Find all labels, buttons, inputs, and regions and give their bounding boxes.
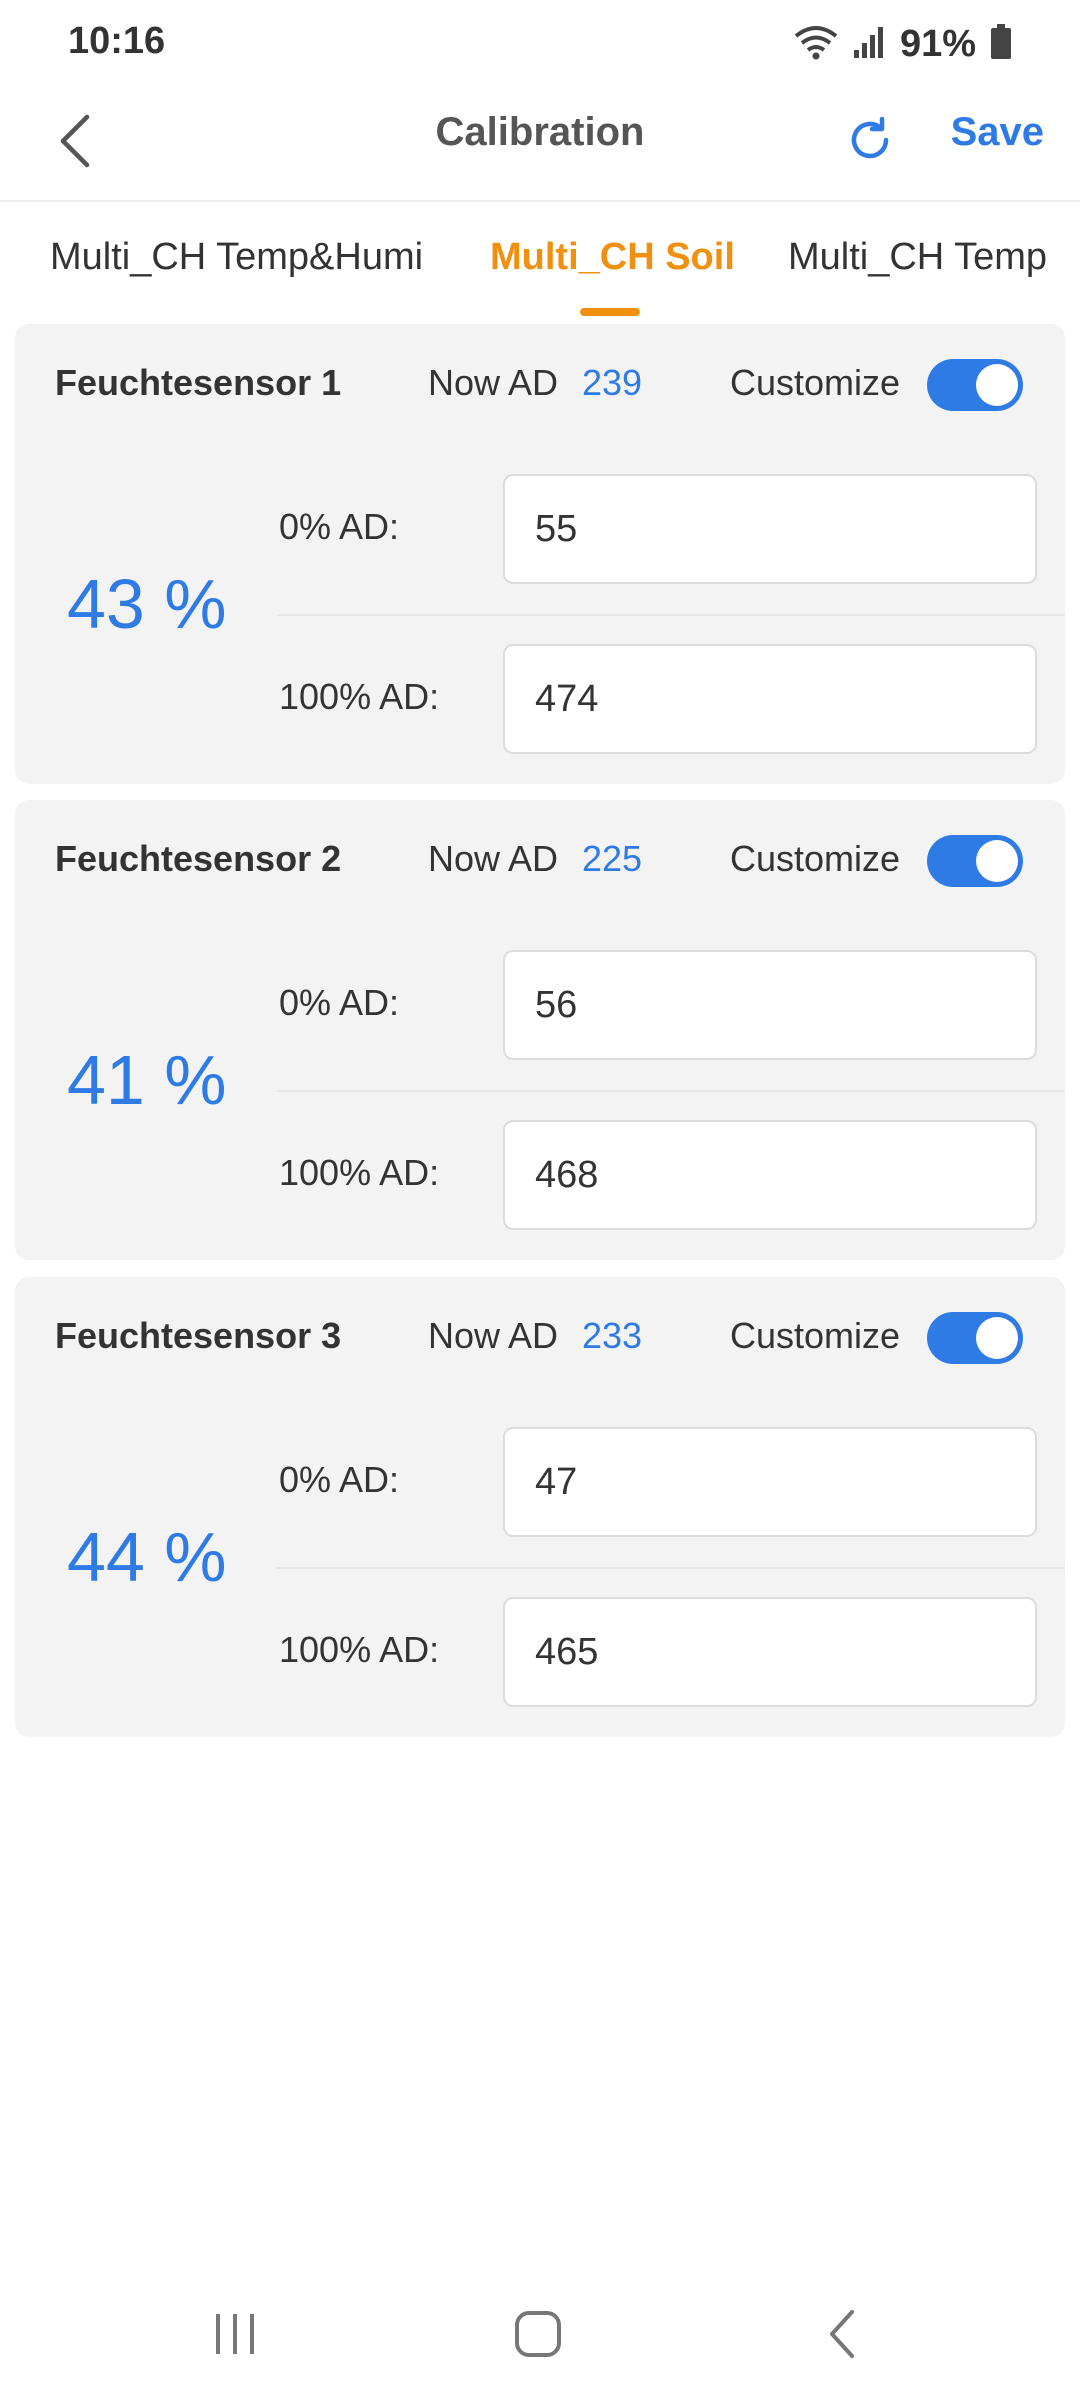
recent-apps-icon: [210, 2310, 260, 2363]
save-button[interactable]: Save: [950, 110, 1044, 154]
home-button[interactable]: [498, 2296, 578, 2376]
system-nav-bar: [0, 2270, 1080, 2400]
now-ad-value: 233: [582, 1315, 643, 1356]
zero-ad-input[interactable]: 56: [503, 950, 1037, 1060]
customize-toggle[interactable]: [927, 1312, 1023, 1364]
recent-apps-button[interactable]: [195, 2296, 275, 2376]
battery-icon: [990, 23, 1012, 65]
page-title: Calibration: [435, 110, 645, 154]
tab-multi-ch-temp[interactable]: Multi_CH Temp: [788, 236, 1048, 278]
zero-ad-label: 0% AD:: [279, 982, 400, 1023]
moisture-percent: 41 %: [67, 1041, 227, 1119]
sensor-card: Feuchtesensor 3 Now AD 233 Customize 44 …: [15, 1277, 1065, 1737]
hundred-ad-input[interactable]: 468: [503, 1120, 1037, 1230]
sensor-card: Feuchtesensor 2 Now AD 225 Customize 41 …: [15, 800, 1065, 1260]
hundred-ad-label: 100% AD:: [279, 1629, 440, 1670]
app-header: Calibration Save: [0, 90, 1080, 202]
hundred-ad-label: 100% AD:: [279, 1152, 440, 1193]
sensor-name: Feuchtesensor 2: [55, 838, 342, 879]
signal-icon: [852, 24, 886, 65]
row-divider: [277, 1090, 1065, 1092]
back-button[interactable]: [40, 108, 110, 178]
sensor-name: Feuchtesensor 3: [55, 1315, 342, 1356]
status-icons: 91%: [794, 20, 1012, 68]
customize-toggle[interactable]: [927, 359, 1023, 411]
customize-label: Customize: [730, 362, 901, 403]
hundred-ad-input[interactable]: 465: [503, 1597, 1037, 1707]
zero-ad-label: 0% AD:: [279, 506, 400, 547]
row-divider: [277, 1567, 1065, 1569]
toggle-knob: [976, 1317, 1018, 1359]
tab-multi-ch-soil[interactable]: Multi_CH Soil: [490, 236, 735, 278]
tab-multi-ch-temp-humi[interactable]: Multi_CH Temp&Humi: [50, 236, 424, 278]
now-ad-value: 239: [582, 362, 643, 403]
battery-percent: 91%: [899, 22, 976, 65]
active-tab-indicator: [580, 308, 640, 316]
zero-ad-input[interactable]: 47: [503, 1427, 1037, 1537]
tab-bar: Multi_CH Temp&Humi Multi_CH Soil Multi_C…: [0, 202, 1080, 320]
moisture-percent: 44 %: [67, 1518, 227, 1596]
customize-label: Customize: [730, 1315, 901, 1356]
row-divider: [277, 614, 1065, 616]
now-ad-value: 225: [582, 838, 643, 879]
system-back-button[interactable]: [802, 2296, 882, 2376]
sensor-card: Feuchtesensor 1 Now AD 239 Customize 43 …: [15, 324, 1065, 784]
status-time: 10:16: [68, 20, 166, 62]
hundred-ad-label: 100% AD:: [279, 676, 440, 717]
now-ad-label: Now AD: [428, 362, 559, 403]
now-ad-label: Now AD: [428, 838, 559, 879]
status-bar: 10:16 91%: [0, 0, 1080, 90]
now-ad-label: Now AD: [428, 1315, 559, 1356]
back-chevron-icon: [57, 113, 93, 174]
hundred-ad-input[interactable]: 474: [503, 644, 1037, 754]
back-icon: [822, 2308, 862, 2365]
zero-ad-label: 0% AD:: [279, 1459, 400, 1500]
refresh-icon: [846, 116, 894, 169]
toggle-knob: [976, 364, 1018, 406]
customize-label: Customize: [730, 838, 901, 879]
wifi-icon: [794, 22, 838, 67]
sensor-name: Feuchtesensor 1: [55, 362, 342, 403]
moisture-percent: 43 %: [67, 565, 227, 643]
zero-ad-input[interactable]: 55: [503, 474, 1037, 584]
home-icon: [513, 2309, 563, 2364]
toggle-knob: [976, 840, 1018, 882]
refresh-button[interactable]: [838, 110, 902, 174]
customize-toggle[interactable]: [927, 835, 1023, 887]
